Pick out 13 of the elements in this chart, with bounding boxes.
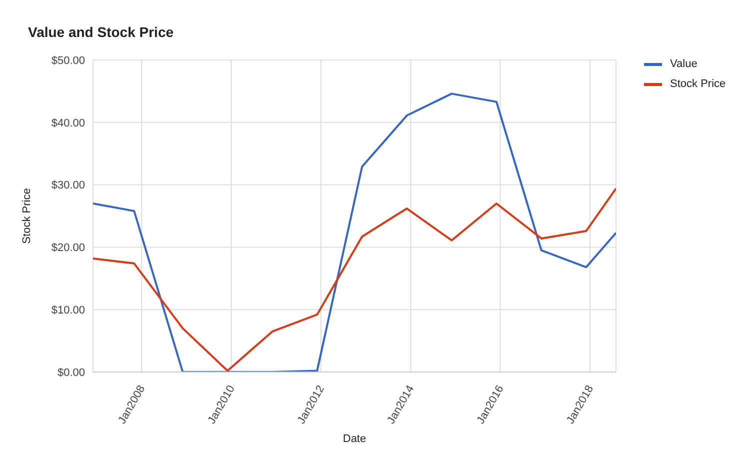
line-series [93,188,616,372]
y-tick-label: $30.00 [51,180,85,192]
y-tick-label: $40.00 [51,117,85,130]
x-axis-title: Date [342,433,366,445]
line-series [93,92,616,372]
y-tick-label: $0.00 [57,366,85,379]
legend-label: Stock Price [670,78,726,90]
y-tick-label: $10.00 [51,304,85,317]
y-axis-title: Stock Price [20,188,33,244]
chart-title: Value and Stock Price [28,24,174,40]
y-tick-label: $50.00 [51,54,85,67]
legend-label: Value [670,58,698,70]
y-tick-label: $20.00 [51,242,85,254]
